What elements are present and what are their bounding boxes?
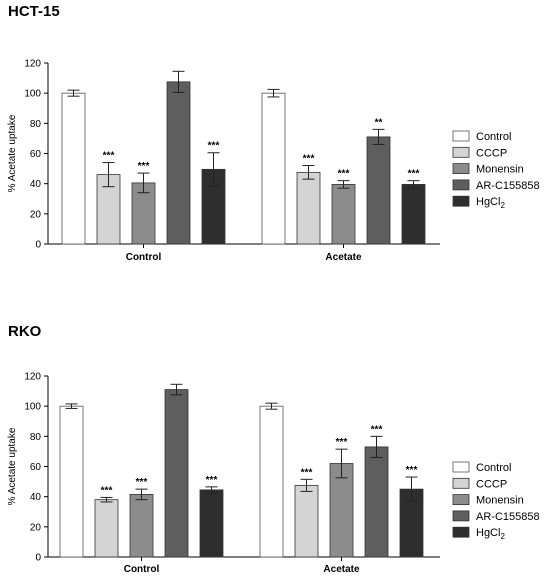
y-tick-label: 80 xyxy=(30,119,42,130)
legend-label-text: CCCP xyxy=(476,478,507,490)
bar-monensin-0 xyxy=(129,494,154,558)
significance-label: *** xyxy=(371,424,383,435)
significance-label: *** xyxy=(208,141,220,152)
bar-ar-c155858-0 xyxy=(164,389,189,558)
y-tick-label: 20 xyxy=(30,209,42,220)
y-tick-label: 100 xyxy=(24,89,41,100)
legend-label: Monensin xyxy=(476,495,524,507)
legend-swatch xyxy=(452,526,470,538)
legend: Control CCCP Monensin AR-C155858 HgCl2 xyxy=(452,130,540,210)
y-tick-label: 40 xyxy=(30,492,42,503)
significance-label: *** xyxy=(338,169,350,180)
legend-label-subscript: 2 xyxy=(500,532,505,541)
y-tick-label: 60 xyxy=(30,462,42,473)
significance-label: *** xyxy=(138,161,150,172)
legend-swatch xyxy=(452,163,470,175)
chart-panel-0: HCT-15 0 20 40 60 80 100 120 % Acetate uptake Con… xyxy=(7,3,540,263)
x-category-label: Control xyxy=(124,564,160,575)
legend-label: Monensin xyxy=(476,164,524,176)
bar-hgcl2-0 xyxy=(199,489,224,558)
chart-panel-1: RKO 0 20 40 60 80 100 120 % Acetate uptake Contro… xyxy=(7,323,540,575)
legend-swatch xyxy=(452,510,470,522)
legend-swatch xyxy=(452,130,470,142)
legend-label: HgCl2 xyxy=(476,196,505,210)
bar-ar-c155858-0 xyxy=(166,81,191,245)
bar-hgcl2-1 xyxy=(401,184,426,245)
x-category-label: Acetate xyxy=(325,252,362,263)
significance-label: *** xyxy=(101,485,113,496)
y-tick-label: 120 xyxy=(24,59,41,70)
legend-label-text: HgCl xyxy=(476,527,500,539)
bar-control-0 xyxy=(59,405,84,558)
legend-label-subscript: 2 xyxy=(500,201,505,210)
y-tick-label: 120 xyxy=(24,372,41,383)
legend-label: CCCP xyxy=(476,147,507,159)
legend: Control CCCP Monensin AR-C155858 HgCl2 xyxy=(452,461,540,541)
legend-label-text: HgCl xyxy=(476,196,500,208)
legend-label: AR-C155858 xyxy=(476,511,540,523)
significance-label: *** xyxy=(136,477,148,488)
chart-title: RKO xyxy=(8,323,42,340)
legend-swatch xyxy=(452,179,470,191)
significance-label: *** xyxy=(103,151,115,162)
legend-label-text: AR-C155858 xyxy=(476,511,540,523)
y-axis-label: % Acetate uptake xyxy=(7,427,18,505)
y-tick-label: 0 xyxy=(35,240,41,251)
bar-cccp-1 xyxy=(294,484,319,558)
y-axis-label: % Acetate uptake xyxy=(7,114,18,192)
y-tick-label: 40 xyxy=(30,179,42,190)
bar-ar-c155858-1 xyxy=(366,136,391,245)
legend-label: HgCl2 xyxy=(476,527,505,541)
legend-label: Control xyxy=(476,462,511,474)
bar-cccp-1 xyxy=(296,171,321,245)
significance-label: *** xyxy=(406,465,418,476)
x-category-label: Acetate xyxy=(323,564,360,575)
legend-label: AR-C155858 xyxy=(476,180,540,192)
significance-label: *** xyxy=(408,169,420,180)
legend-label-text: Control xyxy=(476,462,511,474)
bar-control-1 xyxy=(259,405,284,558)
legend-label-text: Monensin xyxy=(476,164,524,176)
legend-label-text: AR-C155858 xyxy=(476,180,540,192)
significance-label: ** xyxy=(375,117,383,128)
legend-swatch xyxy=(452,477,470,489)
legend-label-text: Control xyxy=(476,131,511,143)
significance-label: *** xyxy=(303,154,315,165)
legend-label: CCCP xyxy=(476,478,507,490)
bar-control-0 xyxy=(61,92,86,245)
y-tick-label: 20 xyxy=(30,522,42,533)
chart-title: HCT-15 xyxy=(8,3,60,20)
significance-label: *** xyxy=(301,467,313,478)
legend-label-text: Monensin xyxy=(476,495,524,507)
legend-label: Control xyxy=(476,131,511,143)
bar-control-1 xyxy=(261,92,286,245)
y-tick-label: 60 xyxy=(30,149,42,160)
y-tick-label: 80 xyxy=(30,432,42,443)
legend-swatch xyxy=(452,146,470,158)
y-tick-label: 100 xyxy=(24,402,41,413)
legend-swatch xyxy=(452,195,470,207)
legend-swatch xyxy=(452,461,470,473)
legend-swatch xyxy=(452,494,470,506)
significance-label: *** xyxy=(206,475,218,486)
x-category-label: Control xyxy=(126,252,162,263)
bar-monensin-1 xyxy=(331,184,356,245)
legend-label-text: CCCP xyxy=(476,147,507,159)
significance-label: *** xyxy=(336,437,348,448)
bar-ar-c155858-1 xyxy=(364,446,389,558)
y-tick-label: 0 xyxy=(35,553,41,564)
bar-cccp-0 xyxy=(94,499,119,558)
